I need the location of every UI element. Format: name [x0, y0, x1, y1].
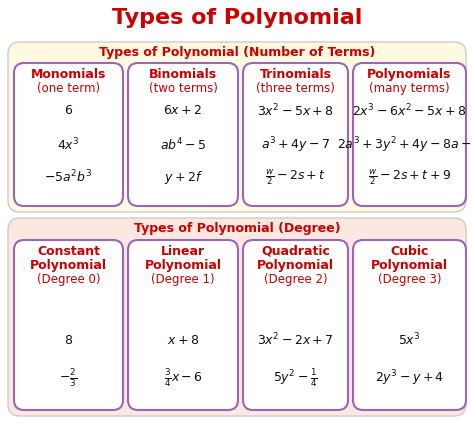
Text: $\frac{w}{2}-2s+t+9$: $\frac{w}{2}-2s+t+9$	[368, 167, 451, 187]
Text: Constant: Constant	[37, 245, 100, 258]
Text: $-\frac{2}{3}$: $-\frac{2}{3}$	[59, 367, 78, 389]
FancyBboxPatch shape	[353, 240, 466, 410]
Text: Trinomials: Trinomials	[259, 68, 331, 81]
Text: $8$: $8$	[64, 334, 73, 346]
Text: $5x^{3}$: $5x^{3}$	[398, 332, 421, 348]
Text: $x+8$: $x+8$	[167, 334, 199, 346]
Text: $6x+2$: $6x+2$	[164, 104, 203, 117]
Text: Polynomial: Polynomial	[145, 259, 221, 272]
FancyBboxPatch shape	[353, 63, 466, 206]
Text: (three terms): (three terms)	[256, 82, 335, 95]
Text: Monomials: Monomials	[31, 68, 106, 81]
Text: $-5a^{2}b^{3}$: $-5a^{2}b^{3}$	[44, 169, 93, 185]
Text: (many terms): (many terms)	[369, 82, 450, 95]
Text: (Degree 1): (Degree 1)	[151, 273, 215, 286]
FancyBboxPatch shape	[243, 63, 348, 206]
Text: $5y^{2}-\frac{1}{4}$: $5y^{2}-\frac{1}{4}$	[273, 367, 318, 389]
Text: $2y^{3}-y+4$: $2y^{3}-y+4$	[375, 368, 444, 388]
Text: 6: 6	[64, 104, 73, 117]
Text: Cubic: Cubic	[390, 245, 428, 258]
Text: Types of Polynomial (Degree): Types of Polynomial (Degree)	[134, 222, 340, 235]
Text: $ab^{4}-5$: $ab^{4}-5$	[160, 137, 206, 153]
Text: (Degree 0): (Degree 0)	[37, 273, 100, 286]
Text: Quadratic: Quadratic	[261, 245, 330, 258]
FancyBboxPatch shape	[128, 240, 238, 410]
Text: Polynomial: Polynomial	[371, 259, 448, 272]
FancyBboxPatch shape	[14, 240, 123, 410]
Text: (one term): (one term)	[37, 82, 100, 95]
Text: $3x^{2}-2x+7$: $3x^{2}-2x+7$	[257, 332, 334, 348]
Text: $\frac{w}{2}-2s+t$: $\frac{w}{2}-2s+t$	[265, 167, 326, 187]
Text: Types of Polynomial: Types of Polynomial	[112, 8, 362, 28]
Text: $2a^{3}+3y^{2}+4y-8a-7$: $2a^{3}+3y^{2}+4y-8a-7$	[337, 135, 474, 155]
Text: $3x^{2}-5x+8$: $3x^{2}-5x+8$	[257, 103, 334, 119]
Text: (Degree 2): (Degree 2)	[264, 273, 328, 286]
Text: (Degree 3): (Degree 3)	[378, 273, 441, 286]
Text: $y+2f$: $y+2f$	[164, 168, 202, 186]
Text: $\frac{3}{4}x-6$: $\frac{3}{4}x-6$	[164, 367, 202, 389]
Text: Linear: Linear	[161, 245, 205, 258]
Text: Polynomials: Polynomials	[367, 68, 452, 81]
Text: Types of Polynomial (Number of Terms): Types of Polynomial (Number of Terms)	[99, 46, 375, 59]
Text: $2x^{3}-6x^{2}-5x+8$: $2x^{3}-6x^{2}-5x+8$	[352, 103, 466, 119]
FancyBboxPatch shape	[243, 240, 348, 410]
Text: $4x^{3}$: $4x^{3}$	[57, 137, 80, 153]
FancyBboxPatch shape	[128, 63, 238, 206]
FancyBboxPatch shape	[8, 42, 466, 212]
FancyBboxPatch shape	[8, 218, 466, 416]
Text: Binomials: Binomials	[149, 68, 217, 81]
Text: (two terms): (two terms)	[148, 82, 218, 95]
Text: Polynomial: Polynomial	[30, 259, 107, 272]
Text: Polynomial: Polynomial	[257, 259, 334, 272]
FancyBboxPatch shape	[14, 63, 123, 206]
Text: $a^{3}+4y-7$: $a^{3}+4y-7$	[261, 135, 330, 155]
